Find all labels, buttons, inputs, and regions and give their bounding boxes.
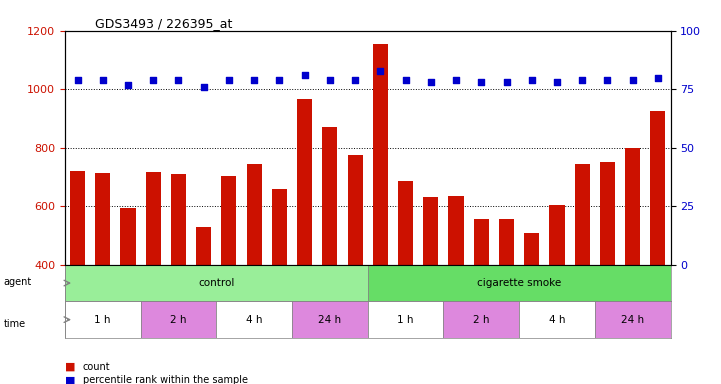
Point — [72, 77, 84, 83]
Point — [375, 68, 386, 74]
Bar — [368, 265, 671, 301]
Point — [324, 77, 336, 83]
Text: time: time — [4, 319, 26, 329]
Text: count: count — [83, 362, 110, 372]
Point — [602, 77, 614, 83]
Bar — [272, 189, 287, 382]
Point — [173, 77, 185, 83]
Point — [123, 81, 134, 88]
Text: 1 h: 1 h — [94, 314, 111, 324]
Text: cigarette smoke: cigarette smoke — [477, 278, 561, 288]
Bar — [141, 301, 216, 338]
Point — [425, 79, 437, 85]
Point — [224, 77, 235, 83]
Bar — [348, 155, 363, 382]
Bar — [70, 171, 85, 382]
Point — [476, 79, 487, 85]
Point — [400, 77, 412, 83]
Bar — [322, 127, 337, 382]
Point — [350, 77, 361, 83]
Point — [299, 72, 311, 78]
Bar — [519, 301, 595, 338]
Point — [653, 74, 664, 81]
Bar — [65, 265, 368, 301]
Bar — [216, 301, 292, 338]
Bar — [95, 173, 110, 382]
Bar — [146, 172, 161, 382]
Bar — [292, 301, 368, 338]
Text: 2 h: 2 h — [473, 314, 490, 324]
Text: ■: ■ — [65, 375, 76, 384]
Point — [274, 77, 286, 83]
Text: ■: ■ — [65, 362, 76, 372]
Bar — [423, 197, 438, 382]
Bar — [297, 99, 312, 382]
Point — [248, 77, 260, 83]
Text: control: control — [198, 278, 234, 288]
Bar — [221, 175, 236, 382]
Bar — [549, 205, 565, 382]
Text: percentile rank within the sample: percentile rank within the sample — [83, 375, 248, 384]
Bar — [524, 233, 539, 382]
Bar — [247, 164, 262, 382]
Bar — [120, 208, 136, 382]
Point — [627, 77, 639, 83]
Bar — [373, 44, 388, 382]
Bar — [448, 196, 464, 382]
Bar — [600, 162, 615, 382]
Bar — [474, 218, 489, 382]
Bar — [368, 301, 443, 338]
Point — [577, 77, 588, 83]
Point — [148, 77, 159, 83]
Text: 4 h: 4 h — [549, 314, 565, 324]
Point — [450, 77, 462, 83]
Bar — [398, 181, 413, 382]
Text: 24 h: 24 h — [621, 314, 645, 324]
Point — [97, 77, 109, 83]
Point — [198, 84, 210, 90]
Text: GDS3493 / 226395_at: GDS3493 / 226395_at — [95, 17, 233, 30]
Text: 2 h: 2 h — [170, 314, 187, 324]
Point — [526, 77, 538, 83]
Bar — [65, 301, 141, 338]
Bar — [650, 111, 665, 382]
Bar — [499, 219, 514, 382]
Text: 24 h: 24 h — [318, 314, 342, 324]
Bar — [575, 164, 590, 382]
Bar — [443, 301, 519, 338]
Text: agent: agent — [4, 277, 32, 287]
Bar — [595, 301, 671, 338]
Point — [552, 79, 563, 85]
Text: 1 h: 1 h — [397, 314, 414, 324]
Bar — [625, 148, 640, 382]
Bar — [196, 227, 211, 382]
Bar — [171, 174, 186, 382]
Text: 4 h: 4 h — [246, 314, 262, 324]
Point — [501, 79, 513, 85]
